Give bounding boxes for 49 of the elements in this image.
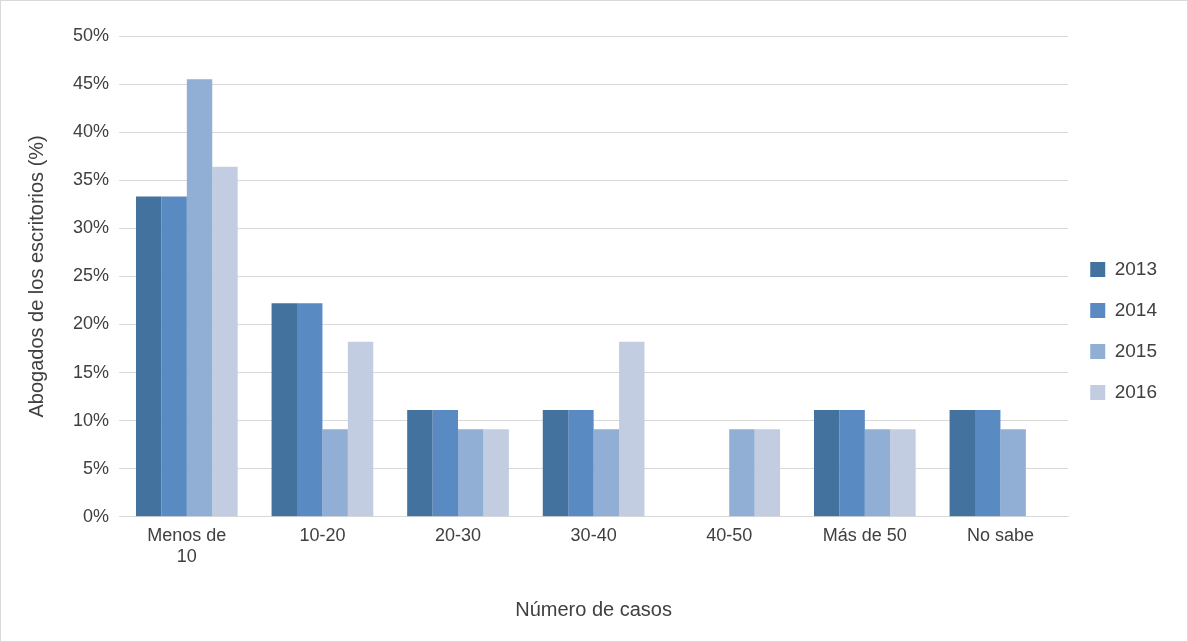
legend-label: 2014 (1114, 298, 1158, 320)
x-tick-label: 20-30 (435, 524, 482, 545)
bar (542, 410, 569, 517)
legend-label: 2015 (1114, 339, 1158, 361)
x-tick-label: Más de 50 (822, 524, 907, 545)
bar (593, 429, 620, 517)
bar (186, 79, 213, 517)
x-tick-label: 40-50 (706, 524, 753, 545)
x-axis-title: Número de casos (515, 597, 672, 620)
y-tick-label: 30% (73, 217, 110, 238)
bar (568, 410, 594, 517)
bar (135, 196, 162, 517)
y-tick-label: 5% (83, 457, 110, 478)
bar (754, 429, 781, 517)
bar (813, 410, 840, 517)
y-tick-label: 50% (73, 24, 110, 45)
bar (619, 341, 645, 517)
x-tick-label: Menos de 10 (147, 524, 227, 567)
y-tick-label: 25% (73, 265, 110, 286)
bar (161, 196, 187, 517)
bar (729, 429, 755, 517)
y-tick-label: 40% (73, 121, 110, 142)
x-tick-label: No sabe (966, 524, 1034, 545)
bar (432, 410, 459, 517)
bar (271, 303, 297, 517)
bar (322, 429, 348, 517)
legend-label: 2016 (1114, 380, 1158, 402)
y-tick-label: 35% (73, 169, 110, 190)
bar (890, 429, 916, 517)
bar (839, 410, 865, 517)
bar (483, 429, 509, 517)
x-tick-label: 10-20 (299, 524, 346, 545)
legend-label: 2013 (1114, 257, 1158, 279)
bar (1000, 429, 1026, 517)
bar (407, 410, 433, 517)
y-tick-label: 45% (73, 73, 110, 94)
x-tick-label: 30-40 (570, 524, 617, 545)
bar (458, 429, 484, 517)
bar (975, 410, 1001, 517)
y-tick-label: 15% (73, 361, 110, 382)
y-axis-title: Abogados de los escritorios (%) (24, 135, 47, 418)
bar (212, 166, 238, 517)
y-tick-label: 0% (83, 505, 110, 526)
bar (297, 303, 323, 517)
y-tick-label: 10% (73, 409, 110, 430)
bar (949, 410, 976, 517)
bar (864, 429, 891, 517)
y-tick-label: 20% (73, 313, 110, 334)
bar (347, 341, 374, 517)
